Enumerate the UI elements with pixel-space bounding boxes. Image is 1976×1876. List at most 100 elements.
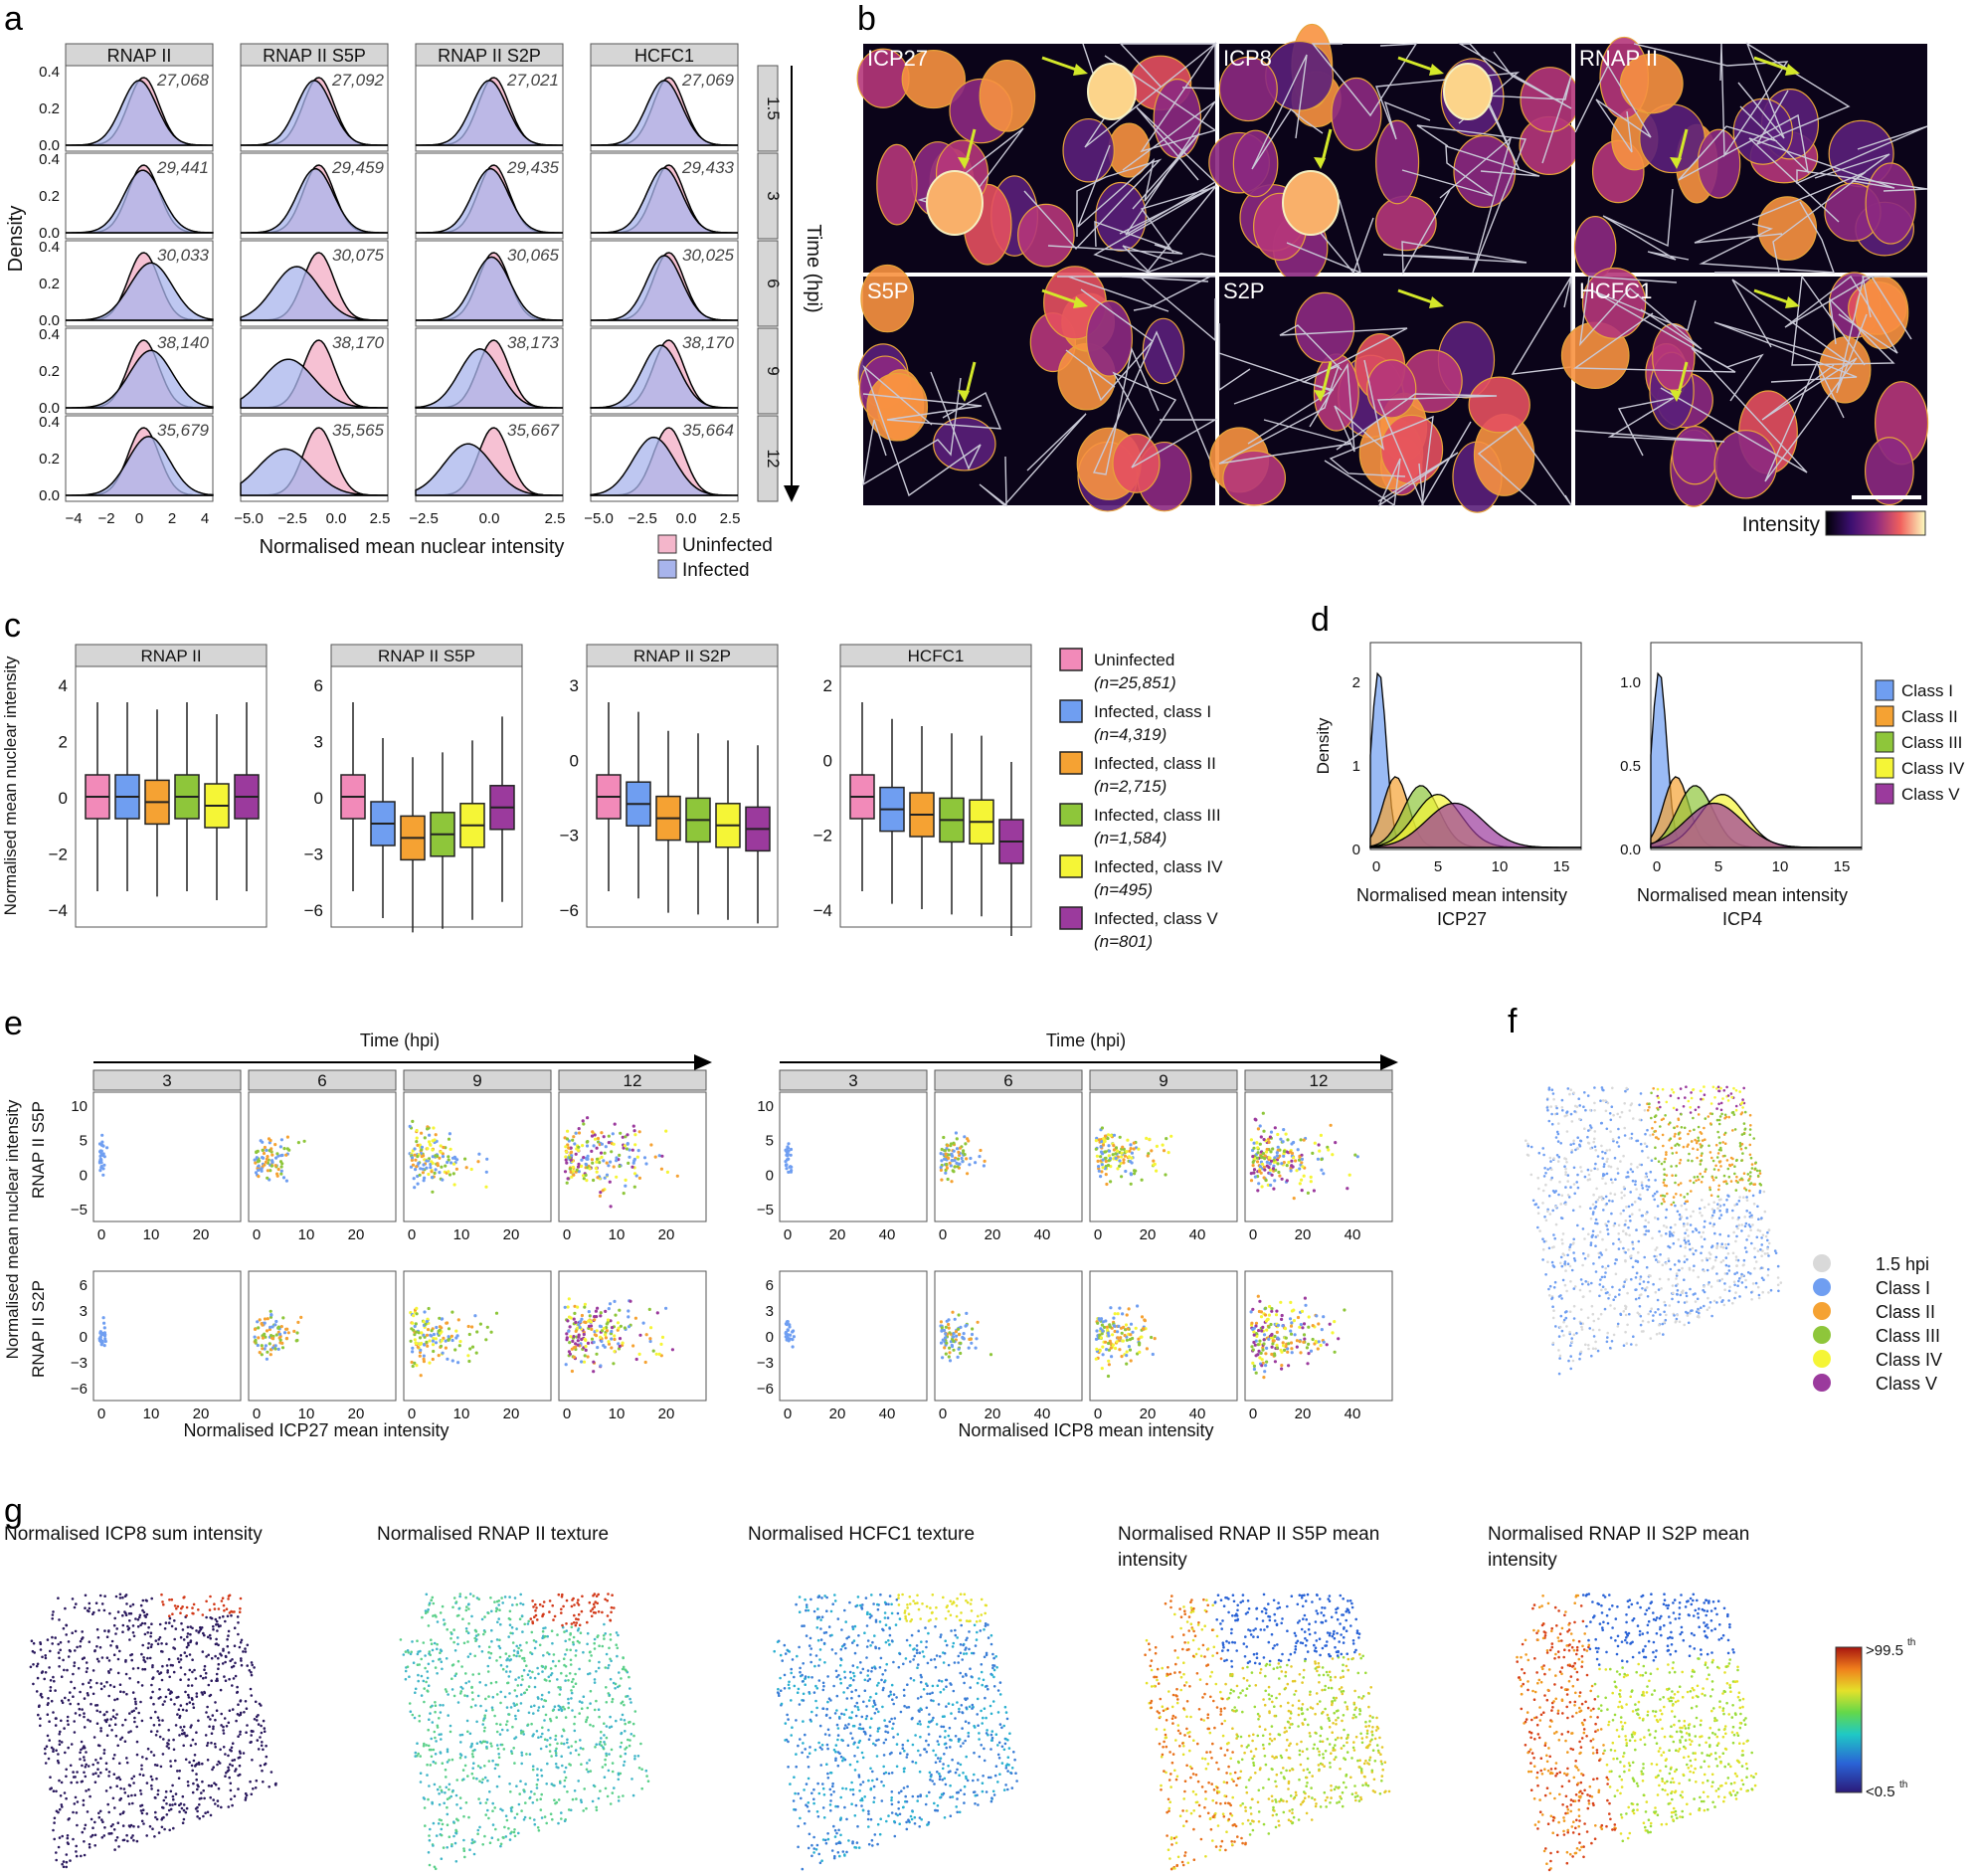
umap-point [198,1797,202,1800]
umap-point [1596,1168,1599,1171]
scatter-point [1333,1320,1337,1324]
umap-point [1673,1314,1676,1317]
umap-point [1667,1257,1671,1260]
umap-point [70,1680,73,1684]
scatter-point [632,1185,636,1189]
umap-point [1763,1210,1767,1214]
umap-point [1750,1163,1754,1166]
facet-title: RNAP II S2P [633,647,731,665]
scatter-point [1121,1145,1125,1149]
umap-point [111,1796,115,1800]
umap-point [69,1649,72,1653]
y-tick: 0 [59,789,68,808]
umap-point [1638,1293,1642,1297]
scatter-point [963,1153,967,1157]
umap-point [1657,1108,1660,1111]
scatter-point [1253,1117,1257,1121]
umap-point [264,1762,268,1766]
scatter-point [593,1333,597,1337]
x-tick: 5 [1714,858,1722,875]
arrow-head [1785,296,1800,308]
umap-point [1628,1215,1632,1219]
umap-point [1559,1255,1563,1259]
scatter-point [101,1316,105,1320]
scatter-point [258,1318,262,1322]
umap-point [114,1734,118,1738]
scatter-point [583,1354,587,1358]
scatter-point [1275,1330,1279,1334]
umap-point [237,1621,240,1624]
umap-point [244,1650,248,1653]
scatter-point [610,1337,614,1341]
scatter-point [591,1130,595,1134]
umap-point [1766,1247,1769,1250]
umap-point [244,1796,248,1799]
umap-point [1610,1105,1614,1108]
scatter-point [103,1333,107,1337]
umap-point [1723,1282,1726,1285]
umap-point [1742,1086,1745,1090]
umap-point [1601,1285,1605,1288]
x-tick: 20 [1295,1226,1312,1243]
scatter-point [603,1176,607,1180]
scatter-point [564,1145,568,1149]
umap-point [1676,1142,1679,1146]
umap-point [1608,1293,1611,1297]
scatter-point [452,1183,456,1187]
umap-point [1707,1144,1710,1148]
umap-point [107,1810,110,1814]
umap-point [158,1688,161,1691]
infected-density [590,344,738,409]
scatter-point [607,1134,611,1138]
umap-point [157,1831,161,1834]
umap-point [235,1768,238,1771]
umap-point [191,1698,194,1701]
umap-point [1592,1262,1595,1265]
umap-point [186,1625,190,1629]
x-tick: −4 [65,510,82,527]
scatter-point [634,1174,638,1178]
legend-label: Class III [1876,1326,1940,1346]
umap-point [1731,1209,1734,1213]
scatter-point [789,1147,794,1152]
scatter-point [273,1344,277,1348]
scatter-point [963,1135,967,1139]
umap-point [1721,1141,1724,1144]
scatter-point [434,1337,438,1341]
scatter-point [414,1168,418,1172]
umap-point [1622,1246,1625,1250]
umap-point [185,1709,188,1712]
umap-point [1560,1297,1563,1300]
umap-point [1557,1193,1560,1197]
nucleus [866,372,929,442]
scatter-point [428,1133,432,1137]
umap-point [203,1668,206,1671]
tile-label: HCFC1 [1579,279,1652,303]
cell-outline [1574,397,1725,457]
scatter-point [787,1142,791,1146]
scatter-point [422,1154,426,1158]
umap-point [1734,1189,1738,1192]
umap-point [145,1757,148,1761]
scatter-point [1152,1163,1156,1167]
umap-point [1565,1289,1568,1293]
scatter-point [453,1348,457,1352]
umap-point [452,1834,455,1838]
scatter-point [413,1324,417,1328]
x-tick: 0.0 [479,510,500,527]
umap-point [1725,1182,1728,1186]
scatter-point [431,1148,435,1152]
umap-point [1740,1272,1743,1276]
umap-point [1659,1105,1662,1109]
umap-point [1652,1195,1655,1198]
y-tick: −6 [71,1381,88,1398]
scatter-point [570,1175,574,1179]
umap-point [261,1741,264,1744]
scatter-point [616,1321,621,1325]
scatter-point [564,1363,568,1367]
scatter-point [623,1326,628,1330]
umap-point [1570,1337,1573,1340]
umap-point [133,1697,137,1701]
scatter-point [265,1329,269,1333]
scatter-point [276,1167,280,1172]
